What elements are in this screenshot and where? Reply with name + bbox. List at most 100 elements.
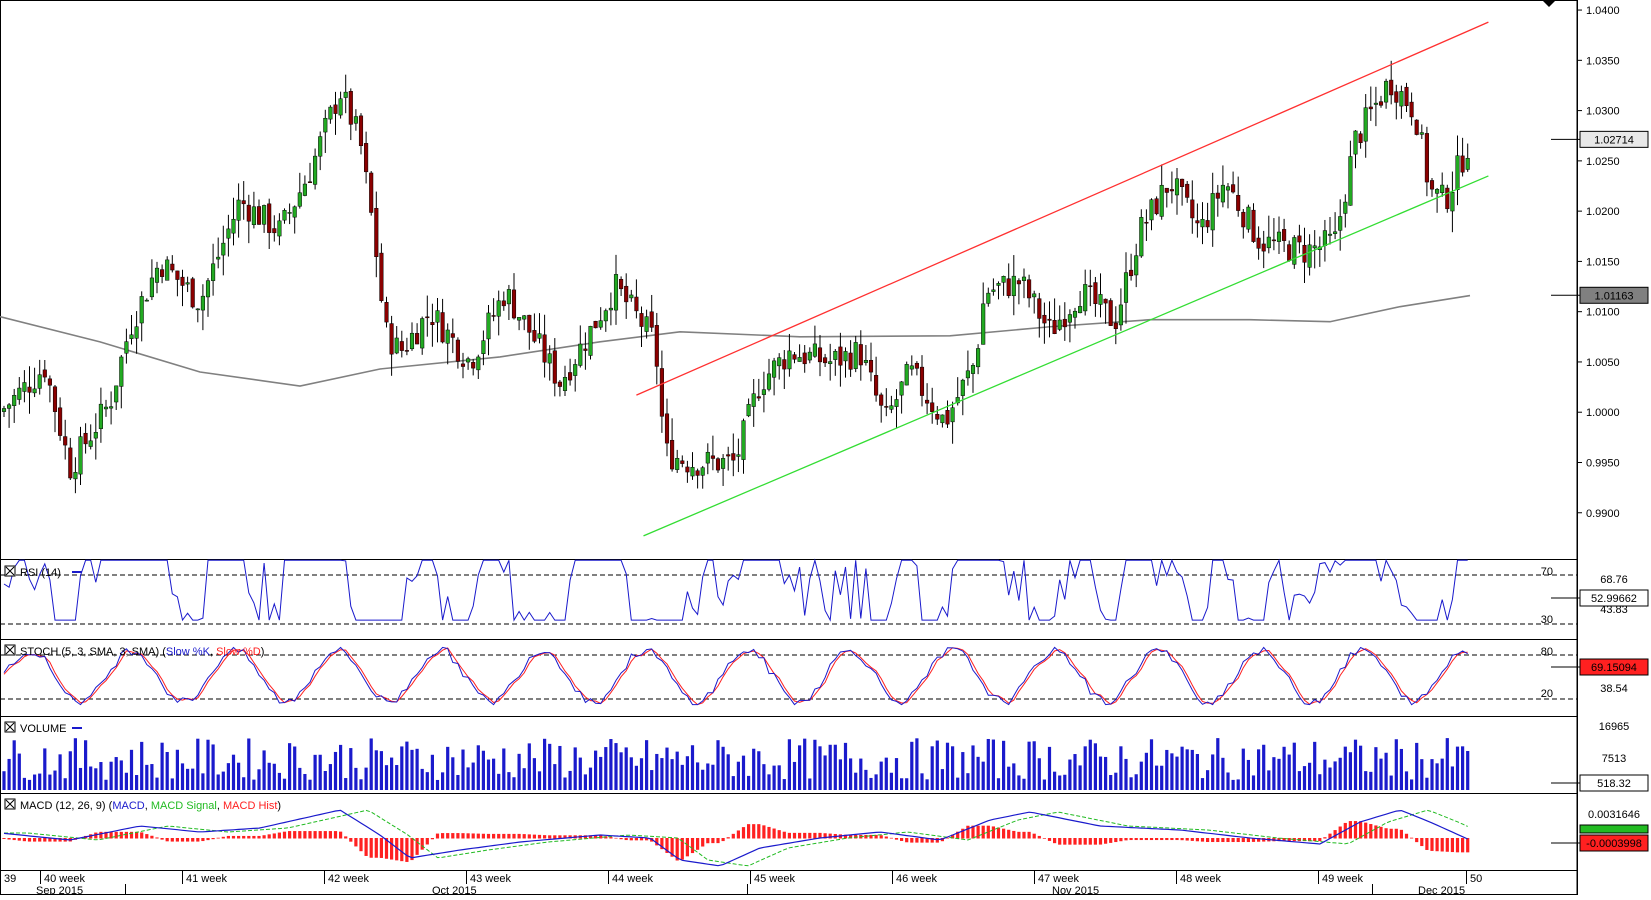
candle-body — [1006, 278, 1011, 296]
candle-body — [486, 312, 491, 340]
price-channel — [636, 21, 1489, 537]
volume-current-box — [1579, 774, 1649, 792]
volume-bar — [1032, 741, 1036, 790]
candle-body — [756, 396, 761, 399]
candle-body — [1419, 132, 1424, 135]
candle-body — [103, 406, 109, 410]
volume-bar — [298, 767, 302, 790]
price-tick-label: 1.0400 — [1586, 5, 1620, 17]
volume-bar — [543, 738, 547, 790]
candle-body — [471, 362, 476, 369]
macd-tick-upper: 0.0031646 — [1588, 809, 1640, 821]
volume-bar — [951, 746, 955, 790]
rsi-tick-upper: 68.76 — [1600, 574, 1628, 586]
macd-hist-bar — [685, 838, 689, 857]
candle-body — [1180, 178, 1185, 187]
volume-bar — [129, 749, 134, 790]
macd-hist-bar — [808, 832, 812, 839]
volume-bar — [736, 761, 740, 790]
candle-body — [88, 440, 93, 447]
candle-body — [1373, 102, 1378, 105]
volume-bar — [1144, 752, 1148, 790]
candle-body — [42, 369, 47, 378]
macd-hist-bar — [99, 831, 103, 839]
candle-body — [409, 332, 415, 350]
volume-bar — [1221, 757, 1225, 790]
volume-bar — [441, 772, 445, 790]
current-price-box: 1.02714 — [1551, 130, 1649, 148]
macd-hist-bar — [374, 838, 378, 858]
candle-body — [302, 183, 307, 196]
channel-lower-line[interactable] — [643, 175, 1489, 537]
volume-bar — [201, 773, 205, 790]
price-tick-label: 1.0250 — [1586, 156, 1620, 168]
candle-body — [384, 302, 389, 323]
macd-hist-bar — [874, 834, 878, 839]
candle-body — [231, 218, 236, 234]
macd-hist-bar — [1165, 838, 1169, 841]
candle-body — [1261, 243, 1266, 252]
macd-hist-bar — [33, 838, 37, 842]
volume-bar — [874, 774, 878, 790]
macd-hist-bar — [1410, 837, 1414, 839]
macd-hist-bar — [588, 835, 593, 839]
macd-hist-bar — [339, 831, 343, 839]
candle-body — [287, 212, 292, 214]
candle-body — [532, 330, 537, 342]
stoch-slow-k-line — [3, 646, 1468, 706]
chart-marker-icon — [1542, 0, 1556, 7]
macd-hist-bar — [645, 838, 649, 841]
candle-body — [277, 220, 282, 237]
volume-bar — [762, 764, 766, 790]
candle-body — [32, 388, 37, 394]
volume-bar — [502, 748, 506, 790]
volume-bar — [1348, 752, 1352, 790]
macd-hist-bar — [1389, 828, 1393, 839]
volume-bar — [277, 772, 281, 790]
macd-hist-bar — [272, 833, 276, 839]
channel-upper-line[interactable] — [636, 21, 1489, 396]
volume-bar — [1328, 767, 1332, 790]
macd-hist-bar — [53, 838, 57, 842]
volume-bar — [1195, 754, 1199, 790]
candle-body — [644, 316, 649, 332]
candle-body — [246, 204, 251, 222]
volume-bar — [180, 763, 185, 790]
macd-hist-bar — [430, 838, 434, 840]
macd-hist-bar — [1216, 838, 1220, 843]
macd-hist-bar — [221, 836, 225, 839]
volume-bar — [726, 754, 730, 790]
volume-bar — [619, 752, 623, 790]
macd-hist-bar — [267, 834, 271, 839]
price-tick-label: 1.0050 — [1586, 357, 1620, 369]
candle-body — [1108, 300, 1113, 326]
volume-bar — [660, 758, 664, 790]
macd-hist-bar — [920, 838, 924, 843]
macd-hist-bar — [1450, 838, 1454, 853]
volume-bar — [1420, 759, 1424, 790]
volume-bar — [1318, 774, 1322, 790]
macd-panel: MACD (12, 26, 9) (MACD, MACD Signal, MAC… — [2, 798, 1649, 867]
candle-body — [557, 381, 562, 387]
volume-bar — [1241, 748, 1245, 790]
macd-hist-bar — [308, 831, 312, 839]
rsi-toggle-x-icon — [5, 566, 15, 576]
volume-bar — [1236, 779, 1240, 790]
candle-body — [772, 360, 777, 378]
volume-bar — [777, 765, 781, 790]
volume-bar — [813, 739, 817, 790]
macd-hist-bar — [175, 838, 179, 842]
macd-hist-bar — [170, 838, 174, 842]
volume-bar — [532, 758, 536, 790]
candle-body — [1465, 157, 1470, 170]
candle-body — [98, 403, 103, 429]
macd-label: MACD (12, 26, 9) (MACD, MACD Signal, MAC… — [20, 800, 281, 812]
candle-body — [751, 393, 756, 407]
candle-body — [868, 359, 874, 373]
candle-body — [1424, 133, 1429, 183]
candle-body — [1450, 191, 1455, 212]
candle-body — [114, 385, 119, 403]
candle-body — [624, 285, 629, 303]
